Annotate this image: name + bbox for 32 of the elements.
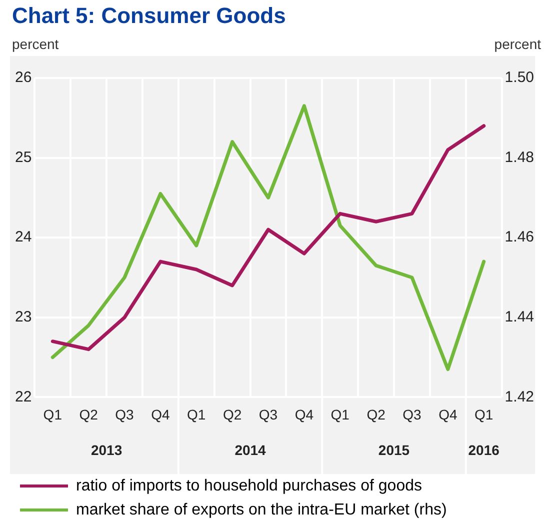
y2-tick-label: 1.44 [504, 308, 534, 326]
legend-label: ratio of imports to household purchases of goods [76, 477, 422, 494]
chart-title: Chart 5: Consumer Goods [12, 3, 286, 28]
y-tick-label: 22 [14, 388, 32, 406]
x-tick-label: Q1 [330, 406, 350, 422]
x-tick-label: Q3 [402, 406, 422, 422]
legend-label: market share of exports on the intra-EU market (rhs) [76, 501, 447, 518]
y-tick-label: 24 [14, 228, 32, 246]
text: 2015 [378, 442, 410, 458]
y2-tick-label: 1.42 [504, 388, 534, 406]
x-tick-label: Q1 [43, 406, 62, 422]
text: 2014 [234, 442, 266, 458]
text: 2016 [468, 442, 500, 458]
y2-tick-label: 1.46 [504, 228, 534, 246]
x-tick-label: Q3 [258, 406, 278, 422]
x-tick-label: Q2 [366, 406, 386, 422]
x-tick-label: Q4 [438, 406, 458, 422]
y-tick-label: 23 [14, 308, 32, 326]
y2-tick-label: 1.50 [504, 69, 534, 86]
y-tick-label: 26 [14, 69, 32, 86]
x-tick-label: Q3 [115, 406, 134, 422]
y-tick-label: 25 [14, 148, 32, 166]
x-tick-label: Q2 [79, 406, 98, 422]
text: 2013 [90, 442, 122, 458]
x-tick-label: Q2 [222, 406, 242, 422]
x-tick-label: Q1 [474, 406, 494, 422]
x-tick-label: Q4 [151, 406, 170, 422]
y2-axis-title: percent [494, 36, 542, 52]
y2-tick-label: 1.48 [504, 148, 534, 166]
y-axis-title: percent [12, 36, 59, 52]
x-tick-label: Q1 [187, 406, 206, 422]
x-tick-label: Q4 [294, 406, 314, 422]
